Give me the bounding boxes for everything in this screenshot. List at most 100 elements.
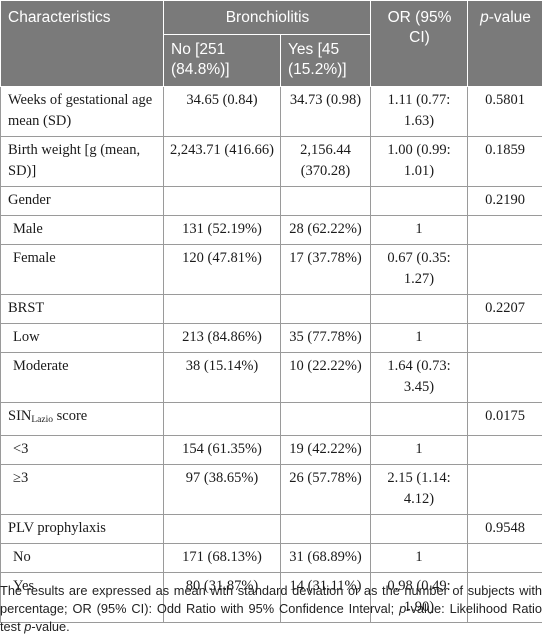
table-row: No 171 (68.13%) 31 (68.89%) 1 bbox=[0, 543, 542, 573]
cell-or: 0.67 (0.35: 1.27) bbox=[370, 244, 468, 295]
cell-or: 2.15 (1.14: 4.12) bbox=[370, 464, 468, 515]
header-p-value: p-value bbox=[467, 0, 542, 87]
cell-no bbox=[163, 186, 281, 216]
header-p-italic: p bbox=[480, 9, 489, 26]
header-yes: Yes [45 (15.2%)] bbox=[280, 34, 371, 87]
footnote-p-italic-1: p bbox=[399, 601, 407, 616]
cell-yes: 28 (62.22%) bbox=[280, 215, 371, 245]
row-label: Yes bbox=[0, 572, 164, 623]
cell-or: 1 bbox=[370, 323, 468, 353]
cell-or: 1 bbox=[370, 543, 468, 573]
cell-p: 0.2207 bbox=[467, 294, 542, 324]
sin-label-subscript: Lazio bbox=[31, 415, 54, 425]
header-bronchiolitis: Bronchiolitis bbox=[163, 0, 371, 35]
cell-p bbox=[467, 352, 542, 403]
cell-or: 1.00 (0.99: 1.01) bbox=[370, 136, 468, 187]
sin-label-main: SIN bbox=[8, 408, 32, 424]
cell-yes bbox=[280, 514, 371, 544]
cell-no bbox=[163, 294, 281, 324]
table-row: Yes 80 (31.87%) 14 (31.11%) 0.98 (0.49: … bbox=[0, 572, 542, 623]
row-label: BRST bbox=[0, 294, 164, 324]
row-label: ≥3 bbox=[0, 464, 164, 515]
row-label: PLV prophylaxis bbox=[0, 514, 164, 544]
cell-p bbox=[467, 464, 542, 515]
cell-no: 154 (61.35%) bbox=[163, 435, 281, 465]
row-label: Weeks of gestational age mean (SD) bbox=[0, 86, 164, 137]
cell-yes bbox=[280, 294, 371, 324]
cell-no: 171 (68.13%) bbox=[163, 543, 281, 573]
cell-or bbox=[370, 294, 468, 324]
cell-yes bbox=[280, 402, 371, 436]
cell-no: 2,243.71 (416.66) bbox=[163, 136, 281, 187]
cell-p: 0.1859 bbox=[467, 136, 542, 187]
cell-p bbox=[467, 543, 542, 573]
cell-p: 0.5801 bbox=[467, 86, 542, 137]
cell-p: 0.9548 bbox=[467, 514, 542, 544]
cell-yes: 19 (42.22%) bbox=[280, 435, 371, 465]
table-header: Characteristics Bronchiolitis OR (95% CI… bbox=[0, 0, 542, 87]
cell-p bbox=[467, 215, 542, 245]
table-row: Birth weight [g (mean, SD)] 2,243.71 (41… bbox=[0, 136, 542, 187]
cell-or: 1.64 (0.73: 3.45) bbox=[370, 352, 468, 403]
table-row: Weeks of gestational age mean (SD) 34.65… bbox=[0, 86, 542, 137]
row-label: <3 bbox=[0, 435, 164, 465]
row-label: Birth weight [g (mean, SD)] bbox=[0, 136, 164, 187]
table-footnote: The results are expressed as mean with s… bbox=[0, 582, 542, 636]
cell-yes: 2,156.44 (370.28) bbox=[280, 136, 371, 187]
row-label: Low bbox=[0, 323, 164, 353]
cell-no: 120 (47.81%) bbox=[163, 244, 281, 295]
row-label: Female bbox=[0, 244, 164, 295]
table-row: BRST 0.2207 bbox=[0, 294, 542, 324]
row-label: Male bbox=[0, 215, 164, 245]
cell-yes: 35 (77.78%) bbox=[280, 323, 371, 353]
results-table: Characteristics Bronchiolitis OR (95% CI… bbox=[0, 0, 542, 623]
table-row: <3 154 (61.35%) 19 (42.22%) 1 bbox=[0, 435, 542, 465]
table-row: Gender 0.2190 bbox=[0, 186, 542, 216]
header-or: OR (95% CI) bbox=[370, 0, 468, 87]
cell-no: 97 (38.65%) bbox=[163, 464, 281, 515]
cell-or: 1 bbox=[370, 435, 468, 465]
cell-yes: 31 (68.89%) bbox=[280, 543, 371, 573]
cell-or: 1 bbox=[370, 215, 468, 245]
cell-no: 131 (52.19%) bbox=[163, 215, 281, 245]
cell-p bbox=[467, 244, 542, 295]
table-row: PLV prophylaxis 0.9548 bbox=[0, 514, 542, 544]
cell-p: 0.2190 bbox=[467, 186, 542, 216]
cell-yes: 17 (37.78%) bbox=[280, 244, 371, 295]
table-row: SINLazio score 0.0175 bbox=[0, 402, 542, 436]
footnote-part1: The results are expressed as mean with s… bbox=[0, 583, 542, 616]
cell-p bbox=[467, 572, 542, 623]
cell-yes: 26 (57.78%) bbox=[280, 464, 371, 515]
cell-no bbox=[163, 514, 281, 544]
cell-no: 38 (15.14%) bbox=[163, 352, 281, 403]
table-row: Moderate 38 (15.14%) 10 (22.22%) 1.64 (0… bbox=[0, 352, 542, 403]
footnote-part3: -value. bbox=[31, 619, 70, 634]
cell-p bbox=[467, 435, 542, 465]
cell-or bbox=[370, 402, 468, 436]
cell-yes bbox=[280, 186, 371, 216]
cell-no: 80 (31.87%) bbox=[163, 572, 281, 623]
table-row: Female 120 (47.81%) 17 (37.78%) 0.67 (0.… bbox=[0, 244, 542, 295]
row-label: Gender bbox=[0, 186, 164, 216]
row-label: Moderate bbox=[0, 352, 164, 403]
results-table-container: Characteristics Bronchiolitis OR (95% CI… bbox=[0, 0, 542, 623]
row-label: No bbox=[0, 543, 164, 573]
cell-or: 1.11 (0.77: 1.63) bbox=[370, 86, 468, 137]
cell-p: 0.0175 bbox=[467, 402, 542, 436]
cell-or: 0.98 (0.49: 1.90) bbox=[370, 572, 468, 623]
table-row: Male 131 (52.19%) 28 (62.22%) 1 bbox=[0, 215, 542, 245]
header-no: No [251 (84.8%)] bbox=[163, 34, 281, 87]
cell-no: 34.65 (0.84) bbox=[163, 86, 281, 137]
header-characteristics: Characteristics bbox=[0, 0, 164, 87]
sin-label-rest: score bbox=[53, 408, 88, 424]
header-p-rest: -value bbox=[488, 9, 531, 26]
footnote-part2: -value: Likelihood Ratio test bbox=[0, 601, 542, 634]
table-row: Low 213 (84.86%) 35 (77.78%) 1 bbox=[0, 323, 542, 353]
table-body: Weeks of gestational age mean (SD) 34.65… bbox=[0, 86, 542, 623]
cell-or bbox=[370, 514, 468, 544]
cell-p bbox=[467, 323, 542, 353]
cell-no bbox=[163, 402, 281, 436]
cell-no: 213 (84.86%) bbox=[163, 323, 281, 353]
table-row: ≥3 97 (38.65%) 26 (57.78%) 2.15 (1.14: 4… bbox=[0, 464, 542, 515]
cell-yes: 10 (22.22%) bbox=[280, 352, 371, 403]
